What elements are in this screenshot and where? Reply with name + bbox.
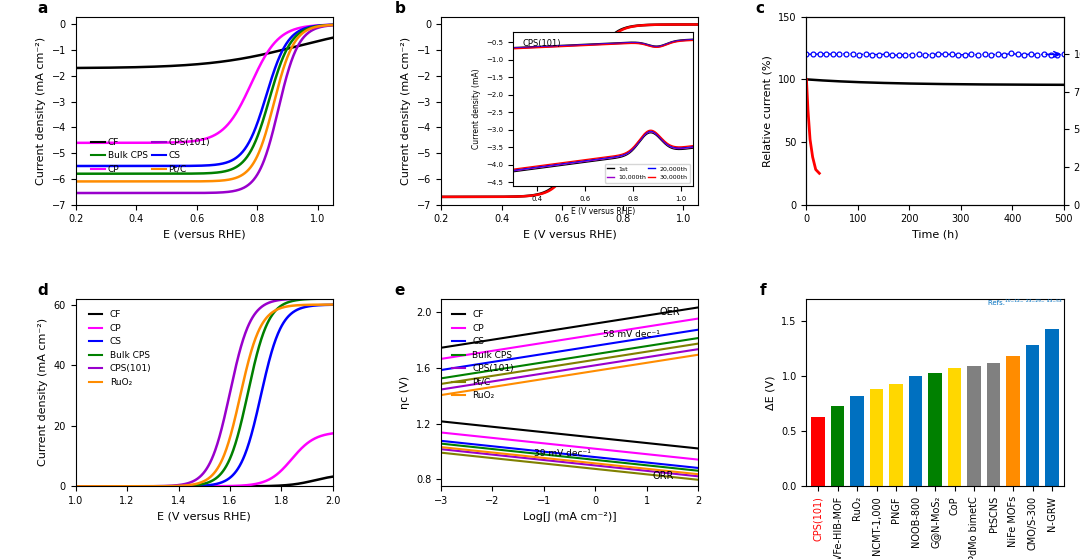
- Bar: [1026, 345, 1039, 486]
- Text: c: c: [755, 1, 764, 16]
- X-axis label: E (versus RHE): E (versus RHE): [163, 230, 245, 240]
- Y-axis label: ηc (V): ηc (V): [401, 376, 410, 409]
- X-axis label: Time (h): Time (h): [912, 230, 958, 240]
- Bar: [968, 366, 981, 486]
- Bar: [869, 389, 883, 486]
- Bar: [1045, 329, 1058, 486]
- X-axis label: Log[J (mA cm⁻²)]: Log[J (mA cm⁻²)]: [523, 511, 617, 522]
- Text: b: b: [394, 1, 406, 16]
- Bar: [948, 368, 961, 486]
- Bar: [811, 416, 825, 486]
- Legend: CF, CP, CS, Bulk CPS, CPS(101), Pt/C, RuO₂: CF, CP, CS, Bulk CPS, CPS(101), Pt/C, Ru…: [448, 307, 517, 404]
- Text: 58 mV dec⁻¹: 58 mV dec⁻¹: [603, 330, 660, 339]
- X-axis label: E (V versus RHE): E (V versus RHE): [523, 230, 617, 240]
- Text: f: f: [760, 283, 767, 298]
- Bar: [929, 372, 942, 486]
- Y-axis label: ΔE (V): ΔE (V): [766, 375, 775, 410]
- Bar: [889, 383, 903, 486]
- Y-axis label: Current density (mA cm⁻²): Current density (mA cm⁻²): [402, 37, 411, 184]
- Text: a: a: [37, 1, 48, 16]
- Legend: CF, Bulk CPS, CP, CPS(101), CS, Pt/C: CF, Bulk CPS, CP, CPS(101), CS, Pt/C: [87, 134, 214, 178]
- Text: ORR: ORR: [652, 471, 674, 481]
- Bar: [850, 396, 864, 486]
- Text: e: e: [394, 283, 405, 298]
- Text: OER: OER: [660, 307, 680, 317]
- Y-axis label: Relative current (%): Relative current (%): [762, 55, 772, 167]
- Bar: [1007, 356, 1020, 486]
- X-axis label: E (V versus RHE): E (V versus RHE): [158, 511, 252, 522]
- Text: Refs.¹⁰⁻¹²⁻ ²³⁻²⁹⁻ ⁴³⁻⁵³: Refs.¹⁰⁻¹²⁻ ²³⁻²⁹⁻ ⁴³⁻⁵³: [987, 300, 1062, 306]
- Bar: [831, 406, 845, 486]
- Text: d: d: [37, 283, 48, 298]
- Legend: CF, CP, CS, Bulk CPS, CPS(101), RuO₂: CF, CP, CS, Bulk CPS, CPS(101), RuO₂: [85, 307, 154, 391]
- Bar: [908, 376, 922, 486]
- Bar: [987, 363, 1000, 486]
- Y-axis label: Current density (mA cm⁻²): Current density (mA cm⁻²): [36, 37, 46, 184]
- Y-axis label: Current density (mA cm⁻²): Current density (mA cm⁻²): [38, 319, 48, 466]
- Text: 39 mV dec⁻¹: 39 mV dec⁻¹: [534, 449, 591, 458]
